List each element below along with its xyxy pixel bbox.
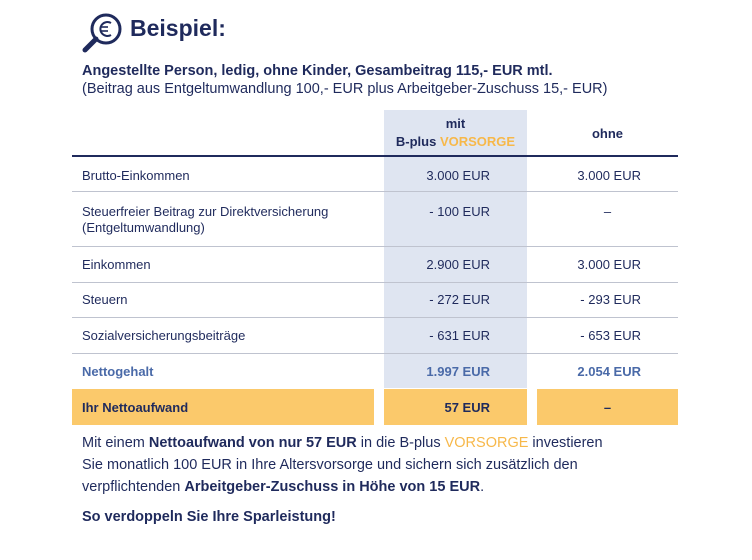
row-label: Brutto-Einkommen — [82, 168, 190, 183]
cell: 3.000 EUR — [577, 168, 641, 183]
row-label: (Entgeltumwandlung) — [82, 220, 205, 235]
cell: 3.000 EUR — [577, 257, 641, 272]
cell: - 100 EUR — [429, 204, 490, 219]
text: Arbeitgeber-Zuschuss in Höhe von 15 EUR — [184, 479, 481, 495]
cell: 1.997 EUR — [426, 364, 490, 379]
cell: 2.900 EUR — [426, 257, 490, 272]
highlight-column — [384, 110, 527, 388]
header-rule — [72, 155, 678, 157]
row-rule — [72, 317, 678, 318]
column-header: mit — [445, 116, 466, 131]
row-label: Ihr Nettoaufwand — [82, 400, 189, 415]
row-rule — [72, 353, 678, 354]
column-header: B-plus VORSORGE — [384, 134, 527, 150]
cell: 2.054 EUR — [577, 364, 641, 379]
cell: - 653 EUR — [580, 328, 641, 343]
subtitle: Angestellte Person, ledig, ohne Kinder, … — [82, 63, 553, 79]
text: . — [480, 479, 485, 495]
brand-product: VORSORGE — [439, 134, 516, 149]
brand: B-plus — [395, 134, 437, 149]
row-rule — [72, 282, 678, 283]
highlight-cell — [537, 389, 678, 425]
note-line: Sie monatlich 100 EUR in Ihre Altersvors… — [82, 457, 578, 473]
note-line: Mit einem Nettoaufwand von nur 57 EUR in… — [82, 435, 603, 451]
cell: 3.000 EUR — [426, 168, 490, 183]
text: investieren — [528, 435, 603, 451]
title: Beispiel: — [130, 15, 226, 41]
search-euro-icon — [82, 13, 122, 53]
row-rule — [72, 246, 678, 247]
highlight-cell — [72, 389, 374, 425]
text: in die B-plus — [356, 435, 445, 451]
row-label: Sozialversicherungsbeiträge — [82, 328, 246, 343]
row-label: Steuern — [82, 292, 128, 307]
cell: – — [603, 204, 612, 219]
cell: - 631 EUR — [429, 328, 490, 343]
row-label: Steuerfreier Beitrag zur Direktversicher… — [82, 204, 329, 219]
text: VORSORGE — [444, 435, 529, 451]
text: verpflichtenden — [82, 479, 185, 495]
text: Nettoaufwand von nur 57 EUR — [148, 435, 357, 451]
subtitle-2: (Beitrag aus Entgeltumwandlung 100,- EUR… — [82, 81, 608, 97]
highlight-cell — [384, 389, 527, 425]
cell: - 272 EUR — [429, 292, 490, 307]
cell: 57 EUR — [444, 400, 490, 415]
cell: – — [603, 400, 612, 415]
column-header: ohne — [591, 126, 624, 141]
row-rule — [72, 191, 678, 192]
note-line: So verdoppeln Sie Ihre Sparleistung! — [82, 509, 336, 525]
row-label: Einkommen — [82, 257, 151, 272]
text: Mit einem — [82, 435, 149, 451]
cell: - 293 EUR — [580, 292, 641, 307]
row-label: Nettogehalt — [82, 364, 154, 379]
note-line: verpflichtenden Arbeitgeber-Zuschuss in … — [82, 479, 484, 495]
